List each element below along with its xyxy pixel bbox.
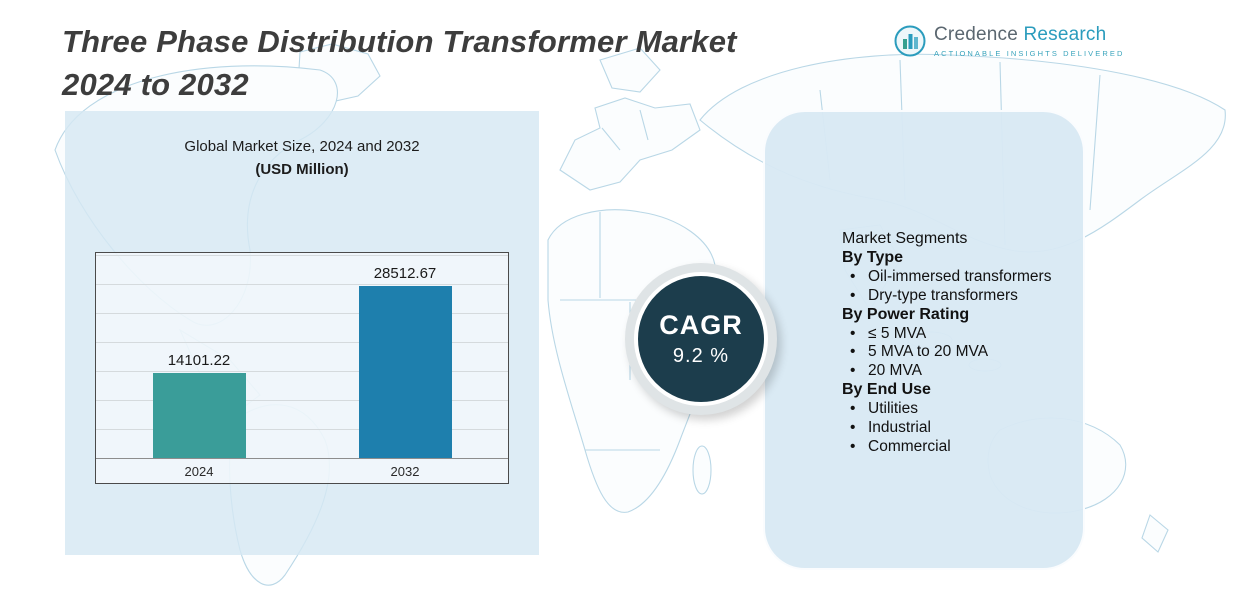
segment-heading-by-power-rating: By Power Rating: [842, 305, 970, 323]
page-title-line2: 2024 to 2032: [62, 67, 249, 102]
bar-group-2032: 28512.67: [358, 253, 452, 458]
chart-plot-area: 14101.22 28512.67: [96, 253, 508, 459]
segment-item: Utilities: [842, 400, 1082, 419]
logo-brand-name: Credence Research: [934, 24, 1107, 45]
page-title-line1: Three Phase Distribution Transformer Mar…: [62, 24, 737, 59]
chart-subtitle: (USD Million): [255, 161, 349, 178]
bar-2032: [358, 286, 452, 458]
bar-value-label-2024: 14101.22: [167, 352, 231, 369]
x-tick-2024: 2024: [184, 463, 214, 479]
bar-value-label-2032: 28512.67: [373, 265, 437, 282]
chart-title: Global Market Size, 2024 and 2032: [184, 138, 420, 155]
cagr-label: CAGR: [659, 310, 743, 340]
logo-icon: [893, 24, 927, 63]
bar-chart: 14101.22 28512.67 2024 2032: [95, 252, 509, 484]
segment-heading-by-end-use: By End Use: [842, 381, 931, 399]
segment-item: 5 MVA to 20 MVA: [842, 343, 1082, 362]
logo-tagline: Actionable Insights Delivered: [934, 49, 1125, 58]
segment-heading-by-type: By Type: [842, 248, 904, 266]
cagr-circle: CAGR 9.2 %: [634, 272, 768, 406]
credence-research-logo: Credence Research Actionable Insights De…: [893, 24, 1125, 63]
bar-2024: [152, 373, 246, 458]
bar-group-2024: 14101.22: [152, 253, 246, 458]
segment-item: 20 MVA: [842, 362, 1082, 381]
market-segments-content: Market Segments By Type Oil-immersed tra…: [842, 230, 1082, 457]
x-tick-2032: 2032: [390, 463, 420, 479]
x-axis: 2024 2032: [96, 459, 508, 483]
market-segments-panel: Market Segments By Type Oil-immersed tra…: [763, 110, 1085, 570]
page-title: Three Phase Distribution Transformer Mar…: [62, 20, 737, 106]
segment-item: Oil-immersed transformers: [842, 268, 1082, 287]
cagr-badge: CAGR 9.2 %: [625, 263, 777, 415]
segment-item: ≤ 5 MVA: [842, 325, 1082, 344]
segments-title: Market Segments: [842, 230, 968, 247]
segment-item: Commercial: [842, 438, 1082, 457]
segment-item: Dry-type transformers: [842, 287, 1082, 306]
segment-item: Industrial: [842, 419, 1082, 438]
cagr-value: 9.2 %: [672, 345, 730, 367]
